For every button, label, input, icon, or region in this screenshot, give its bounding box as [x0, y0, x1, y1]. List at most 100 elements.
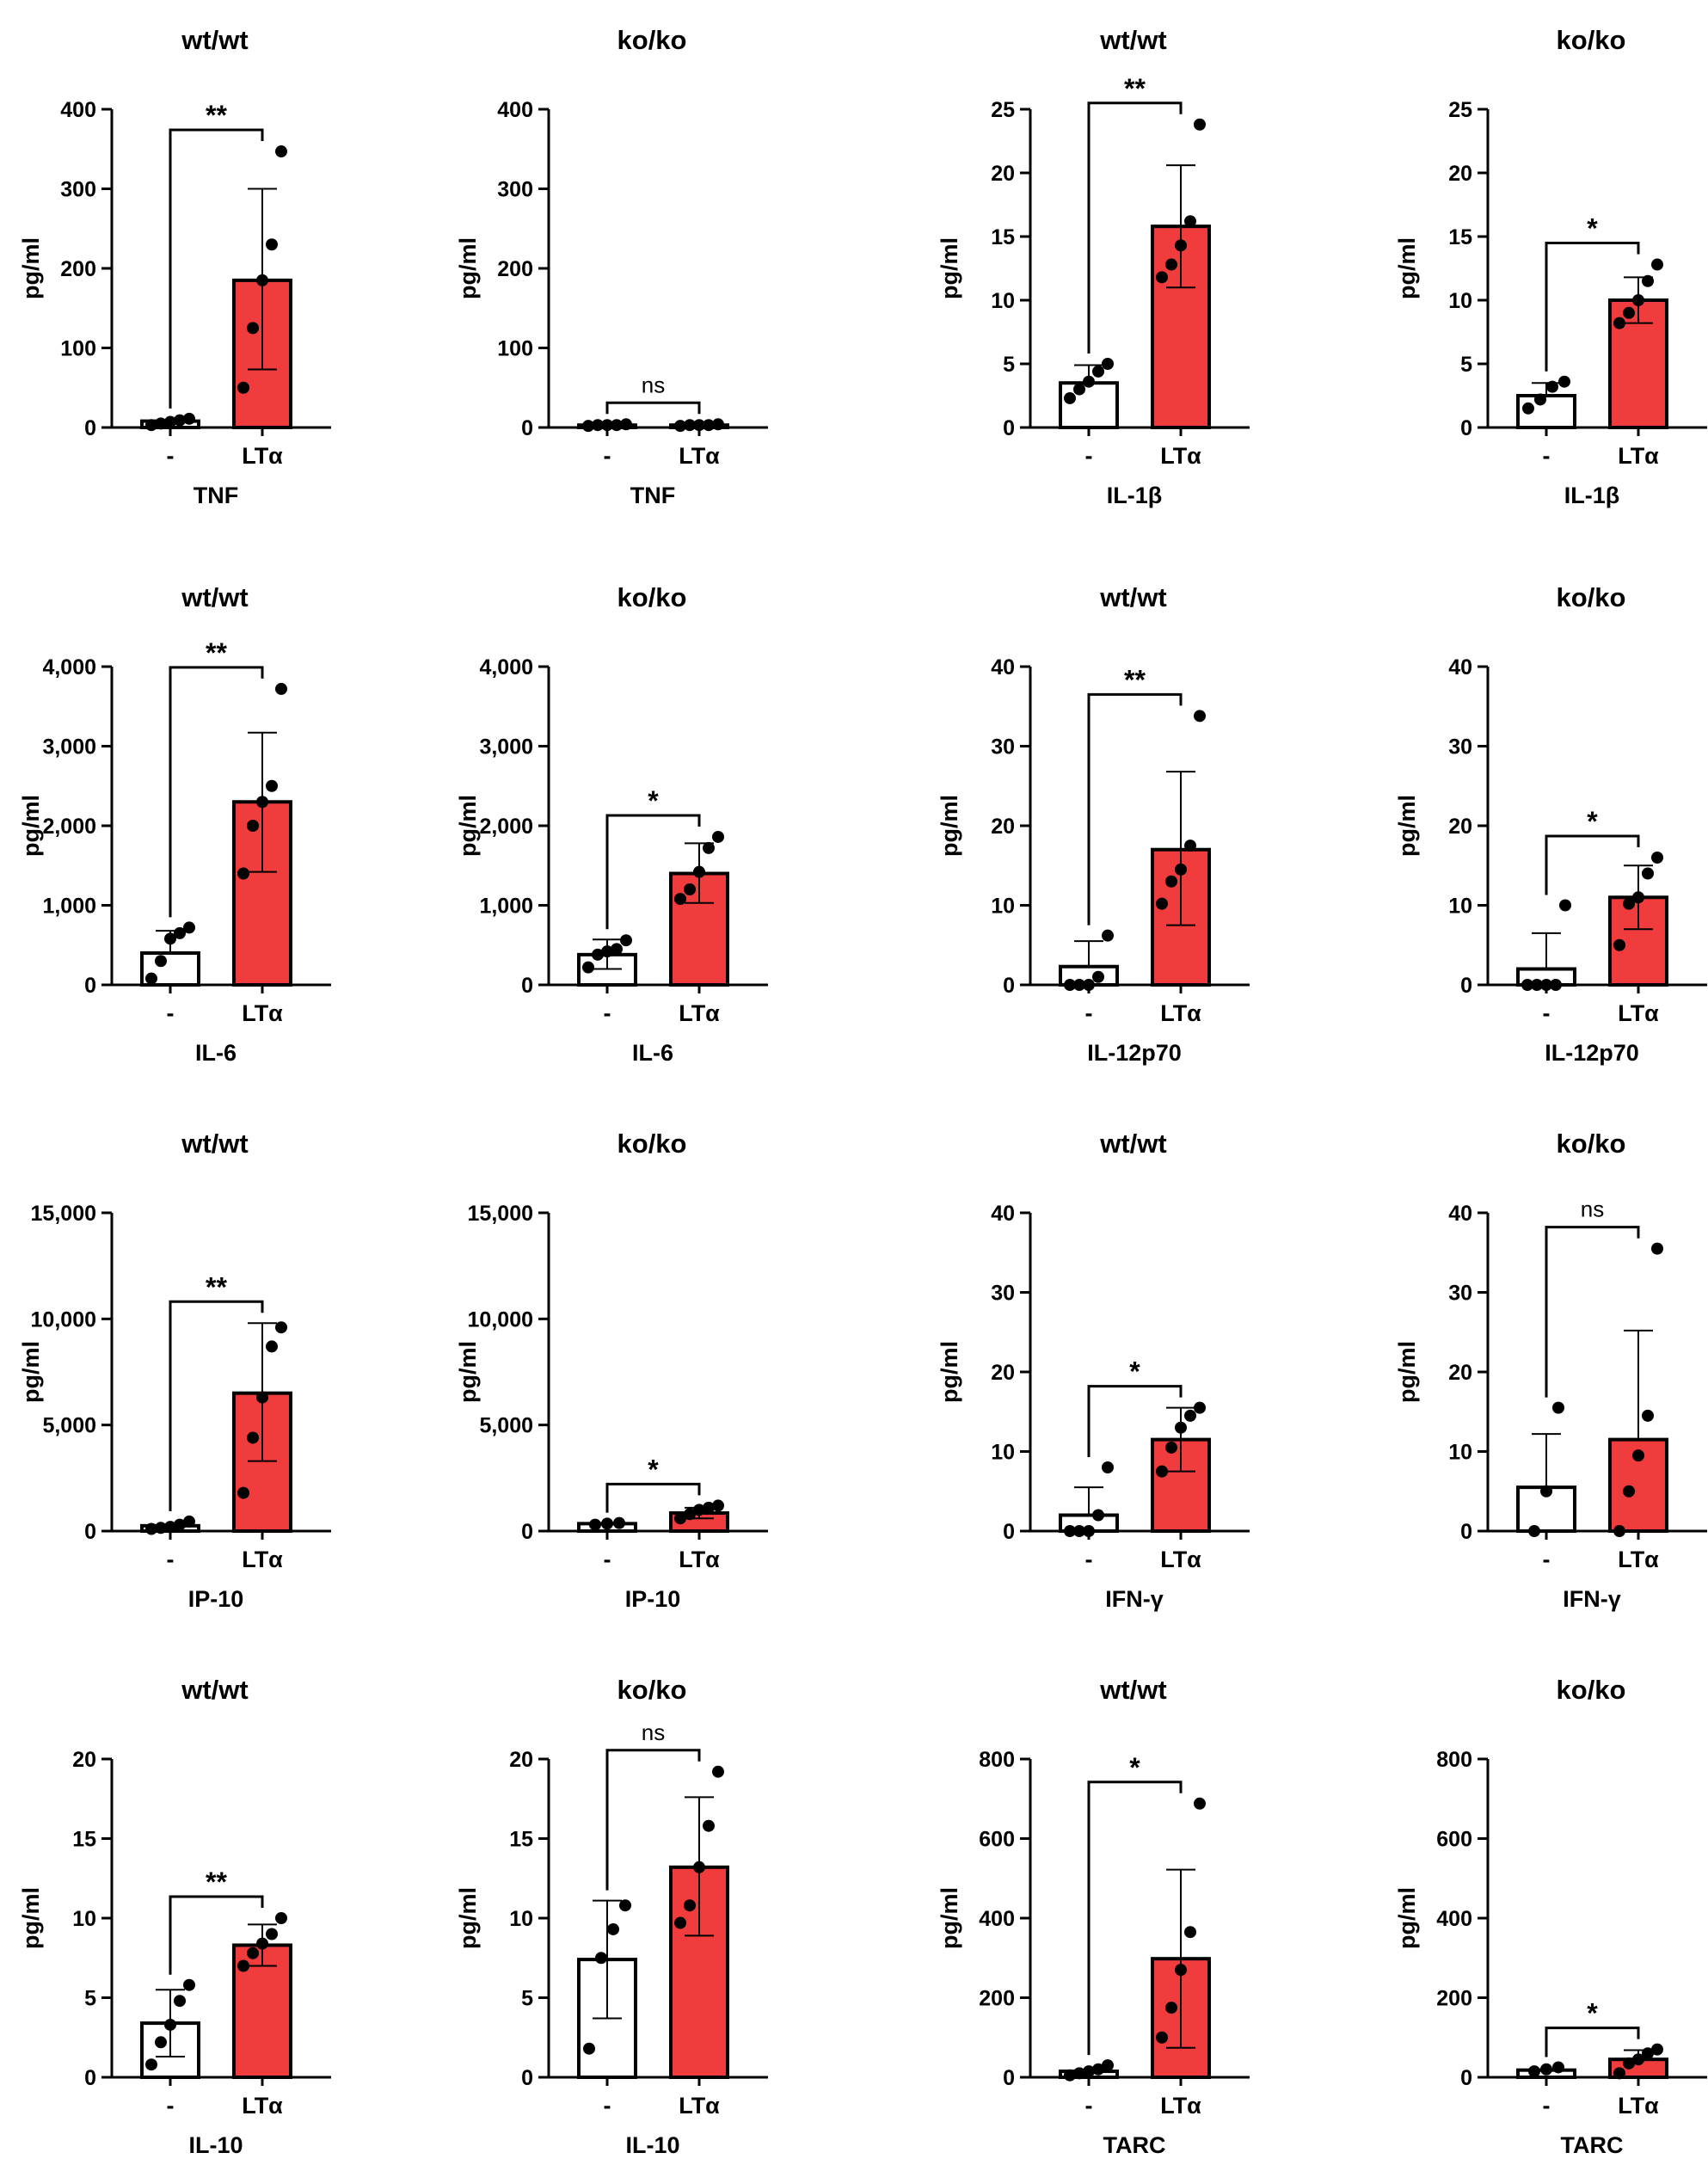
data-point [1552, 2061, 1564, 2074]
y-tick-label: 5 [1003, 353, 1015, 377]
x-axis-title: IL-1β [1564, 483, 1619, 508]
y-tick-label: 40 [991, 1202, 1015, 1226]
y-tick-label: 15,000 [468, 1202, 533, 1226]
y-tick-label: 2,000 [42, 815, 96, 839]
data-point [684, 1899, 696, 1912]
data-point [247, 322, 259, 335]
data-point [1531, 979, 1543, 991]
y-tick-label: 10 [991, 1441, 1015, 1465]
y-tick-label: 100 [60, 337, 96, 361]
y-tick-label: 20 [1448, 815, 1472, 839]
significance-label: ** [206, 1271, 227, 1302]
significance-label: * [1129, 1752, 1140, 1783]
x-tick-label: LTα [242, 1000, 283, 1026]
data-point [712, 830, 724, 843]
significance-label: ns [642, 1719, 665, 1745]
y-tick-label: 3,000 [42, 735, 96, 760]
data-point [183, 1515, 195, 1528]
data-point [1156, 2031, 1168, 2044]
data-point [1632, 1449, 1644, 1462]
significance-bracket [1087, 101, 1183, 354]
chart-panel: ko/ko 0 200 400 600 800 pg/ml - LTα TARC * [1394, 1675, 1707, 2158]
significance-bracket [605, 814, 701, 930]
chart-panel: ko/ko 0 10 20 30 40 pg/ml - LTα IFN-γ ns [1394, 1129, 1707, 1612]
data-point [174, 1995, 186, 2008]
y-tick-label: 10 [991, 895, 1015, 919]
chart-title: wt/wt [1099, 1129, 1167, 1159]
y-tick-label: 0 [84, 2066, 96, 2090]
chart-title: ko/ko [617, 25, 687, 55]
significance-label: ** [1124, 664, 1146, 695]
chart-title: ko/ko [1557, 25, 1626, 55]
y-tick-label: 0 [1460, 2066, 1472, 2090]
data-point [712, 1765, 724, 1778]
data-point [619, 1899, 631, 1912]
data-point [1064, 979, 1076, 991]
data-point [703, 1819, 715, 1832]
data-point [1156, 271, 1168, 284]
data-point [674, 1512, 686, 1525]
y-tick-label: 40 [991, 655, 1015, 680]
y-tick-label: 10 [1448, 895, 1472, 919]
data-point [1540, 1485, 1552, 1498]
significance-label: * [1587, 806, 1598, 837]
y-tick-label: 5 [84, 1987, 96, 2011]
y-tick-label: 10 [1448, 1441, 1472, 1465]
data-point [1528, 1525, 1540, 1537]
y-tick-label: 10 [1448, 289, 1472, 313]
data-point [1092, 970, 1104, 983]
y-tick-label: 15 [509, 1828, 533, 1852]
chart-title: wt/wt [1099, 1675, 1167, 1705]
significance-bracket [605, 1749, 701, 1891]
y-tick-label: 5,000 [42, 1414, 96, 1438]
data-point [237, 867, 249, 880]
y-axis-label: pg/ml [18, 795, 44, 857]
y-tick-label: 3,000 [479, 735, 533, 760]
y-tick-label: 200 [979, 1987, 1015, 2011]
data-point [1073, 2067, 1085, 2080]
data-point [1064, 391, 1076, 404]
chart-title: ko/ko [617, 1675, 687, 1705]
y-tick-label: 30 [1448, 735, 1472, 760]
significance-label: ** [206, 1867, 227, 1897]
chart-title: wt/wt [181, 1675, 249, 1705]
x-axis-title: TARC [1561, 2132, 1624, 2158]
data-point [1184, 840, 1196, 852]
data-point [155, 1522, 167, 1535]
data-point [256, 274, 268, 286]
y-tick-label: 1,000 [479, 895, 533, 919]
y-axis-label: pg/ml [937, 1341, 962, 1403]
x-tick-label: - [1543, 443, 1551, 469]
data-point [174, 926, 186, 939]
data-point [583, 2042, 595, 2055]
y-tick-label: 600 [1436, 1828, 1472, 1852]
x-axis-title: TARC [1103, 2132, 1166, 2158]
data-point [1175, 863, 1187, 876]
data-point [1175, 1964, 1187, 1977]
data-point [1092, 365, 1104, 378]
y-tick-label: 400 [979, 1907, 1015, 1931]
chart-panel: wt/wt 0 10 20 30 40 pg/ml - LTα IFN-γ * [937, 1129, 1250, 1612]
significance-bracket [1545, 1226, 1640, 1398]
data-point [693, 1504, 705, 1516]
data-point [620, 418, 632, 431]
x-tick-label: LTα [242, 1547, 283, 1572]
significance-bracket [169, 666, 264, 918]
data-point [684, 1508, 696, 1521]
y-tick-label: 0 [1003, 2066, 1015, 2090]
data-point [611, 419, 623, 432]
y-tick-label: 25 [991, 98, 1015, 122]
y-tick-label: 30 [1448, 1282, 1472, 1306]
x-tick-label: - [167, 1547, 175, 1572]
data-point [1083, 2065, 1095, 2078]
x-tick-label: LTα [1618, 2093, 1659, 2119]
data-point [1165, 258, 1177, 271]
chart-title: ko/ko [1557, 1675, 1626, 1705]
y-tick-label: 600 [979, 1828, 1015, 1852]
data-point [674, 420, 686, 433]
data-point [592, 948, 604, 961]
y-tick-label: 0 [521, 416, 533, 440]
y-tick-label: 15,000 [31, 1202, 96, 1226]
